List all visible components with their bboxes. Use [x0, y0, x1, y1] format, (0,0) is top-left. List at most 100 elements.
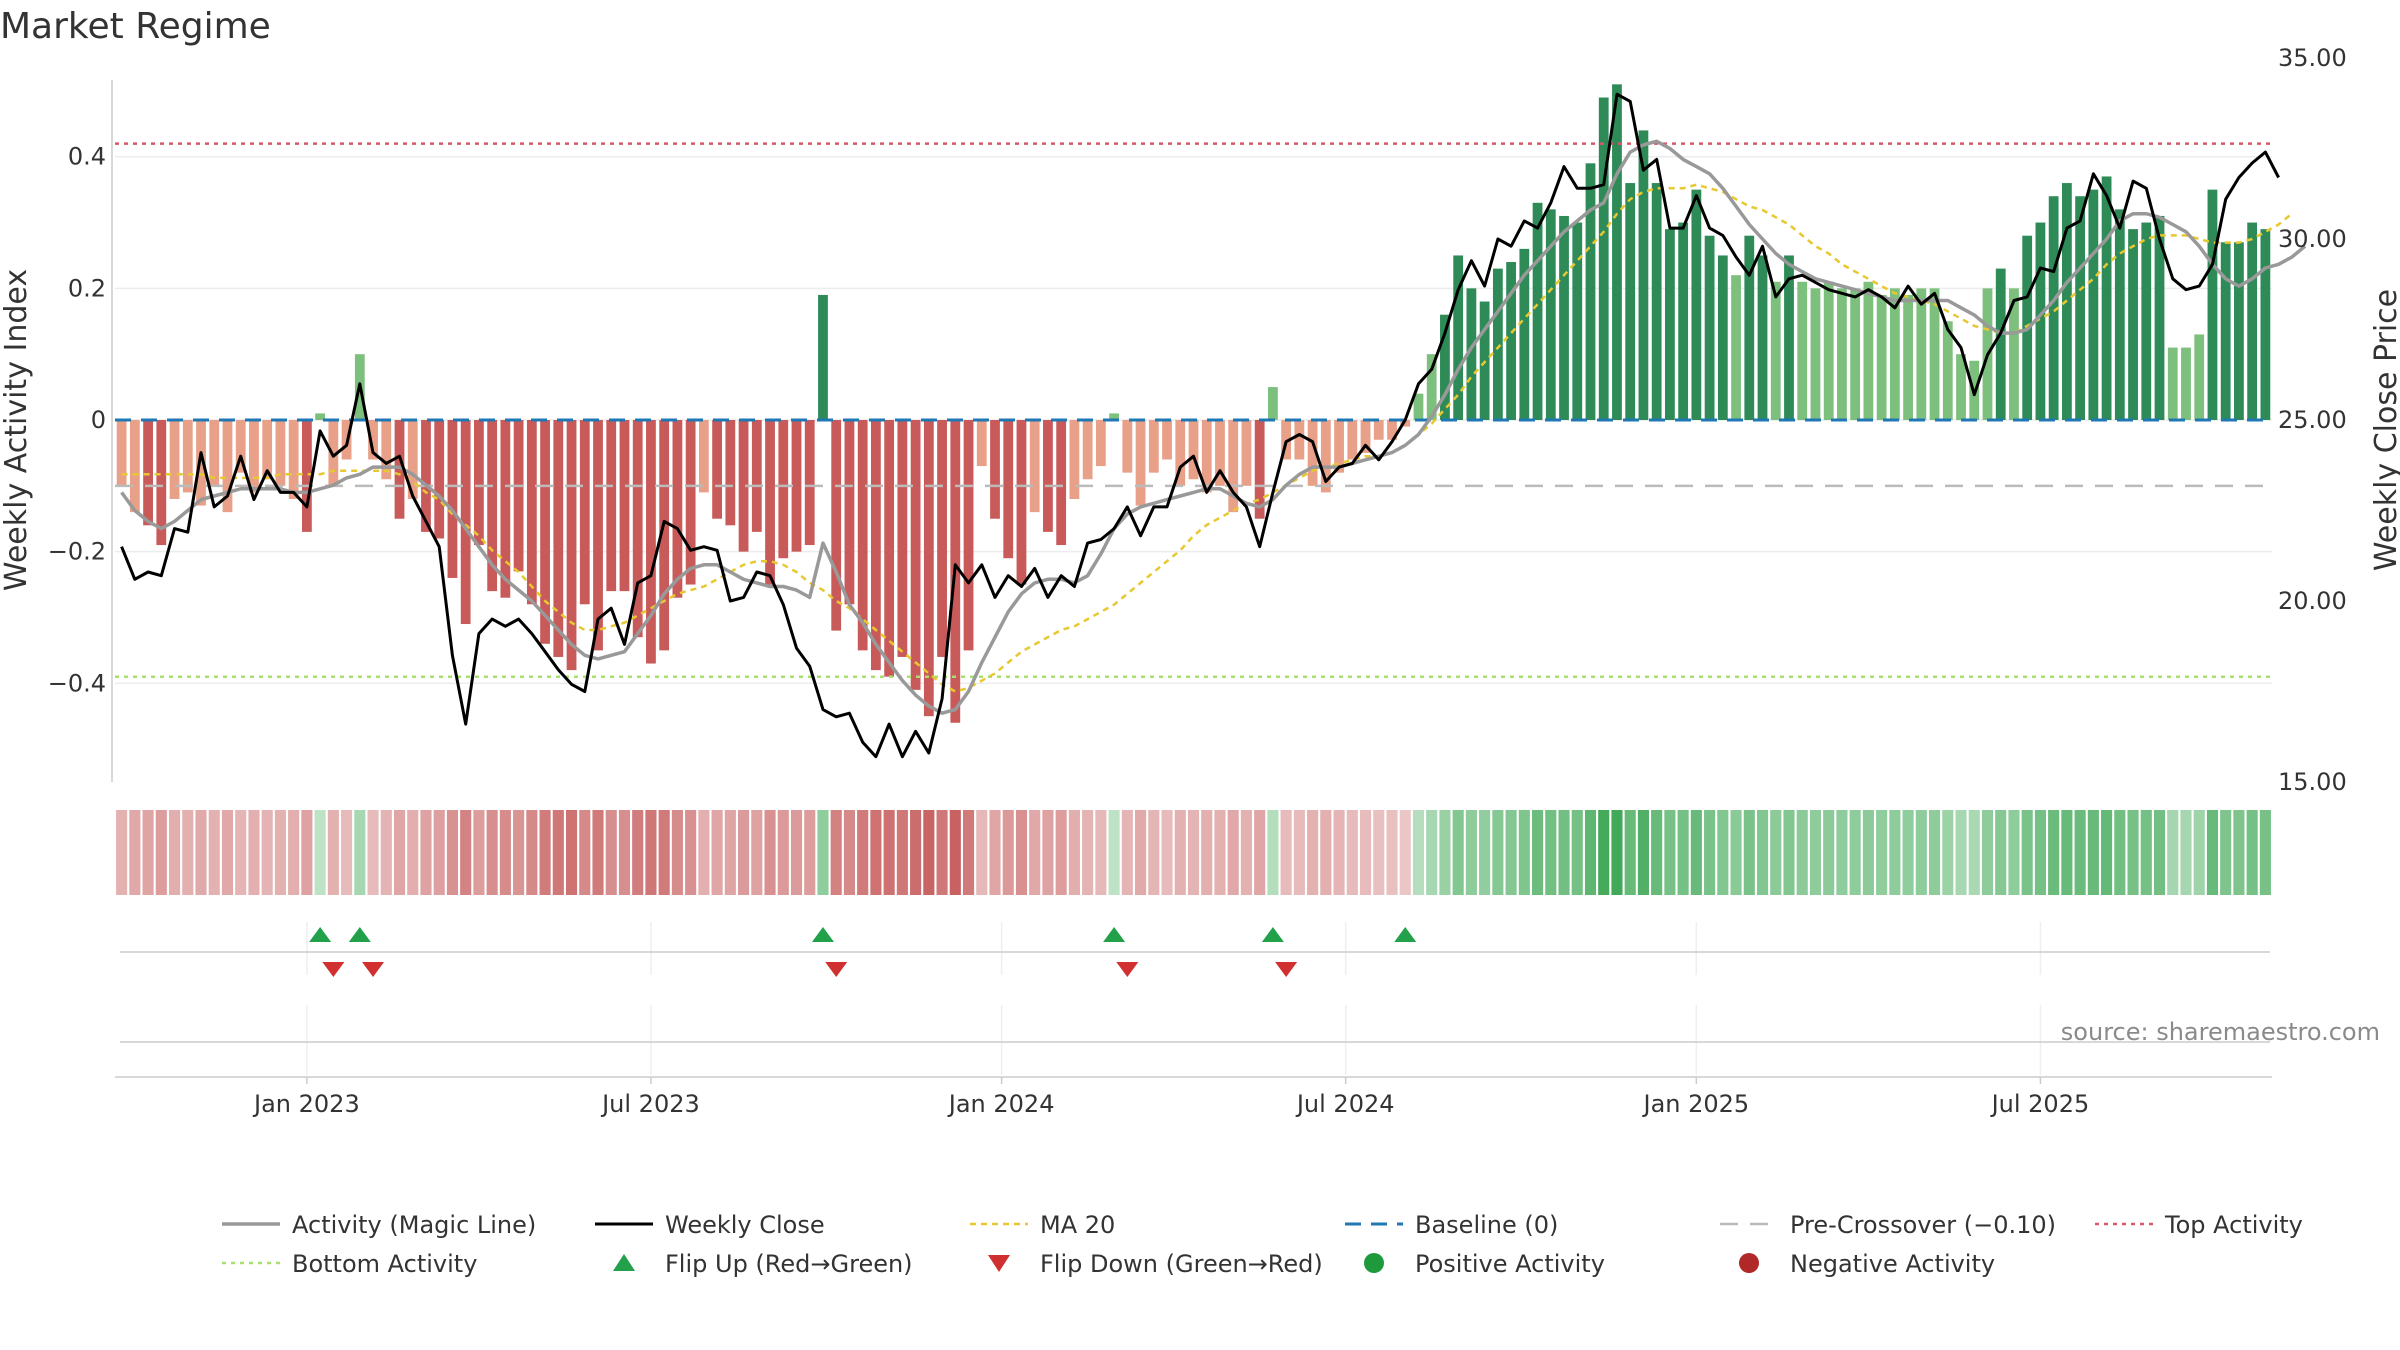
- regime-cell: [2008, 810, 2020, 895]
- regime-cell: [208, 810, 220, 895]
- right-axis-title: Weekly Close Price: [2369, 289, 2400, 571]
- regime-cell: [2048, 810, 2060, 895]
- reference-lines: [115, 142, 2272, 678]
- regime-cell: [1637, 810, 1649, 895]
- regime-cell: [1584, 810, 1597, 895]
- activity-bar: [1440, 314, 1450, 420]
- legend-label: Negative Activity: [1790, 1250, 1995, 1278]
- flip-up-marker: [1261, 927, 1284, 942]
- regime-cell: [817, 810, 829, 895]
- regime-cell: [274, 810, 286, 895]
- activity-bar: [1162, 420, 1172, 460]
- regime-cell: [380, 810, 392, 895]
- regime-cell: [1505, 810, 1517, 895]
- regime-cell: [923, 810, 935, 895]
- regime-cell: [1399, 810, 1411, 895]
- right-tick-label: 35.00: [2278, 44, 2347, 72]
- price-lines: [120, 92, 2307, 759]
- regime-cell: [1055, 810, 1067, 895]
- activity-bar: [1995, 268, 2006, 420]
- activity-bar: [1585, 163, 1596, 421]
- weekly-close-line: [120, 92, 2280, 759]
- regime-cell: [1955, 810, 1967, 895]
- regime-cell: [314, 810, 326, 895]
- activity-bar: [791, 420, 802, 552]
- right-axis-ticks: 35.00 30.00 25.00 20.00 15.00: [2278, 44, 2347, 796]
- flip-up-marker: [1394, 927, 1417, 942]
- activity-bar: [2101, 176, 2112, 420]
- regime-cell: [1942, 810, 1954, 895]
- activity-bar: [169, 420, 180, 499]
- regime-cell: [2114, 810, 2126, 895]
- regime-cell: [1743, 810, 1755, 895]
- activity-bar: [685, 420, 696, 585]
- regime-cell: [1479, 810, 1491, 895]
- activity-bar: [1744, 235, 1755, 420]
- regime-cell: [1015, 810, 1028, 895]
- regime-cell: [565, 810, 578, 895]
- flip-down-marker: [1275, 962, 1298, 977]
- regime-cell: [1095, 810, 1107, 895]
- regime-cell: [1108, 810, 1120, 895]
- activity-bar: [275, 420, 286, 486]
- regime-cell: [2246, 810, 2258, 895]
- activity-bar: [831, 420, 842, 631]
- activity-bar: [368, 420, 378, 460]
- activity-bar: [698, 420, 709, 493]
- left-tick-label: −0.4: [48, 669, 106, 697]
- regime-cell: [896, 810, 908, 895]
- regime-cell: [1042, 810, 1054, 895]
- regime-cell: [116, 810, 128, 895]
- activity-bar: [1916, 288, 1927, 420]
- activity-bar: [262, 420, 273, 480]
- legend-label: Positive Activity: [1415, 1250, 1605, 1278]
- regime-cell: [142, 810, 154, 895]
- activity-bar: [1043, 420, 1053, 532]
- activity-bar: [1056, 420, 1067, 546]
- activity-bar: [2035, 222, 2046, 420]
- regime-cell: [1611, 810, 1623, 895]
- activity-bar: [526, 420, 537, 605]
- ma20-line: [121, 183, 2293, 693]
- regime-cell: [354, 810, 366, 895]
- regime-cell: [685, 810, 697, 895]
- regime-cell: [790, 810, 803, 895]
- activity-bar: [487, 420, 498, 592]
- regime-cell: [777, 810, 789, 895]
- activity-bar: [1082, 420, 1093, 480]
- activity-bar: [1612, 84, 1622, 420]
- activity-bar: [2154, 215, 2165, 420]
- activity-bar: [1837, 288, 1847, 420]
- activity-bar: [1850, 288, 1861, 420]
- activity-bar: [2167, 347, 2178, 420]
- legend-label: Flip Up (Red→Green): [665, 1250, 913, 1278]
- regime-cell: [1161, 810, 1173, 895]
- chart-title: Market Regime: [0, 6, 271, 47]
- flip-markers: [309, 927, 1417, 977]
- regime-cell: [1452, 810, 1464, 895]
- activity-bar: [1360, 420, 1371, 453]
- activity-bar: [857, 420, 868, 651]
- regime-cell: [1571, 810, 1583, 895]
- activity-bar: [2088, 189, 2099, 420]
- activity-bar: [1281, 420, 1292, 460]
- regime-cell: [473, 810, 485, 895]
- regime-cell: [526, 810, 538, 895]
- legend-label: Top Activity: [2164, 1211, 2303, 1239]
- x-tick-label: Jan 2025: [1642, 1090, 1750, 1118]
- regime-cell: [2180, 810, 2192, 895]
- regime-cell: [1412, 810, 1425, 895]
- regime-cell: [248, 810, 260, 895]
- regime-cell: [1492, 810, 1504, 895]
- legend-positive-dot-icon: [1364, 1253, 1384, 1273]
- activity-bar: [990, 420, 1000, 519]
- activity-bar: [1201, 420, 1212, 493]
- activity-bar: [937, 420, 947, 657]
- regime-cell: [843, 810, 855, 895]
- activity-bar: [1135, 420, 1146, 506]
- legend-item-ma20: MA 20: [970, 1211, 1115, 1239]
- activity-bar: [765, 420, 775, 585]
- regime-cell: [1783, 810, 1795, 895]
- activity-bars: [116, 84, 2271, 723]
